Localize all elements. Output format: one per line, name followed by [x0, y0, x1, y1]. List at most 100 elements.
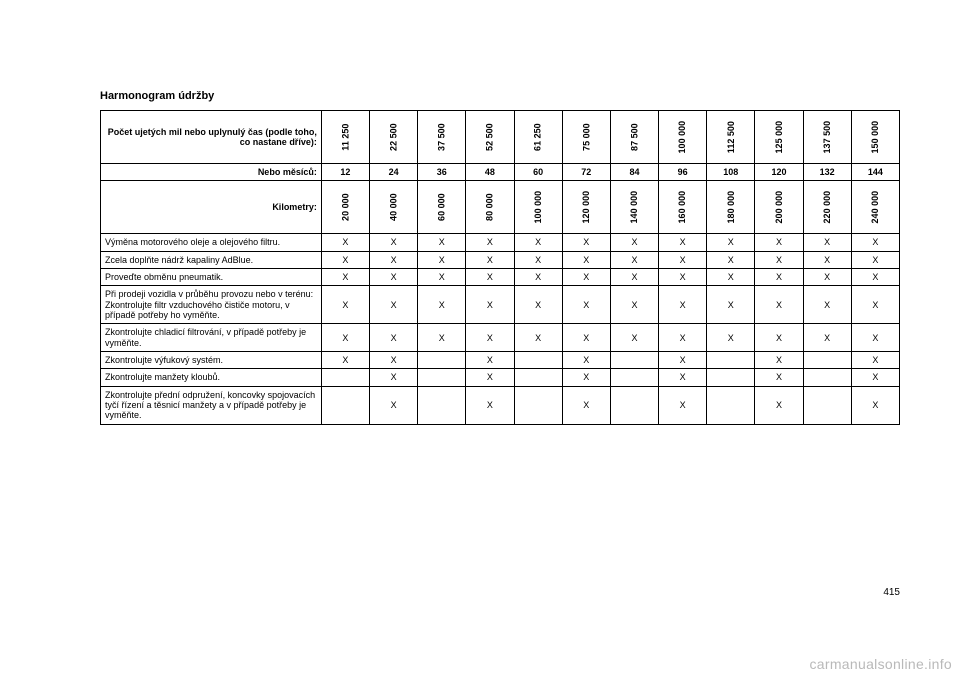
maint-mark: X — [707, 286, 755, 324]
months-val: 144 — [851, 164, 899, 181]
km-val: 100 000 — [514, 181, 562, 234]
maint-mark: X — [851, 251, 899, 268]
miles-val: 150 000 — [851, 111, 899, 164]
maint-mark: X — [851, 234, 899, 251]
maint-mark: X — [610, 324, 658, 352]
maint-mark: X — [418, 234, 466, 251]
miles-val: 52 500 — [466, 111, 514, 164]
maint-label: Zkontrolujte přední odpružení, koncovky … — [101, 386, 322, 424]
km-val: 20 000 — [321, 181, 369, 234]
maint-mark — [418, 352, 466, 369]
months-val: 108 — [707, 164, 755, 181]
maint-mark: X — [370, 386, 418, 424]
maint-mark: X — [466, 352, 514, 369]
maint-mark: X — [370, 369, 418, 386]
table-row: Zkontrolujte přední odpružení, koncovky … — [101, 386, 900, 424]
maint-mark: X — [370, 352, 418, 369]
maint-mark: X — [466, 269, 514, 286]
maint-mark: X — [321, 324, 369, 352]
maint-mark: X — [659, 251, 707, 268]
maint-mark — [418, 386, 466, 424]
months-val: 60 — [514, 164, 562, 181]
maint-label: Výměna motorového oleje a olejového filt… — [101, 234, 322, 251]
maint-mark: X — [562, 251, 610, 268]
maint-mark: X — [370, 286, 418, 324]
maint-mark: X — [321, 286, 369, 324]
miles-val: 100 000 — [659, 111, 707, 164]
maint-mark: X — [610, 234, 658, 251]
table-row: Zkontrolujte chladicí filtrování, v příp… — [101, 324, 900, 352]
maint-label: Při prodeji vozidla v průběhu provozu ne… — [101, 286, 322, 324]
table-row: Proveďte obměnu pneumatik.XXXXXXXXXXXX — [101, 269, 900, 286]
maint-mark: X — [466, 324, 514, 352]
maint-mark — [707, 369, 755, 386]
maint-mark: X — [755, 352, 803, 369]
km-val: 240 000 — [851, 181, 899, 234]
maint-mark: X — [562, 324, 610, 352]
maint-mark: X — [851, 352, 899, 369]
km-val: 40 000 — [370, 181, 418, 234]
maint-mark: X — [659, 269, 707, 286]
maint-mark — [514, 386, 562, 424]
maint-mark: X — [803, 269, 851, 286]
maint-mark: X — [514, 269, 562, 286]
maint-mark: X — [466, 386, 514, 424]
maint-mark: X — [659, 234, 707, 251]
months-val: 120 — [755, 164, 803, 181]
maint-mark: X — [755, 324, 803, 352]
maint-mark: X — [321, 269, 369, 286]
maint-mark: X — [755, 234, 803, 251]
maint-mark: X — [755, 251, 803, 268]
maint-mark: X — [707, 269, 755, 286]
maint-mark: X — [370, 324, 418, 352]
maint-mark: X — [321, 251, 369, 268]
months-val: 72 — [562, 164, 610, 181]
maint-mark: X — [562, 352, 610, 369]
maint-mark: X — [610, 251, 658, 268]
maint-mark — [803, 352, 851, 369]
maint-mark: X — [707, 251, 755, 268]
maint-mark — [321, 386, 369, 424]
months-val: 96 — [659, 164, 707, 181]
table-row: Při prodeji vozidla v průběhu provozu ne… — [101, 286, 900, 324]
maint-mark: X — [466, 369, 514, 386]
maint-mark: X — [514, 286, 562, 324]
km-val: 60 000 — [418, 181, 466, 234]
maint-mark: X — [803, 286, 851, 324]
maint-mark: X — [755, 286, 803, 324]
maint-mark: X — [562, 269, 610, 286]
maint-mark: X — [755, 369, 803, 386]
months-val: 132 — [803, 164, 851, 181]
km-val: 140 000 — [610, 181, 658, 234]
maint-mark: X — [610, 286, 658, 324]
maint-mark: X — [755, 269, 803, 286]
miles-val: 37 500 — [418, 111, 466, 164]
table-row: Výměna motorového oleje a olejového filt… — [101, 234, 900, 251]
maint-mark: X — [514, 324, 562, 352]
km-val: 220 000 — [803, 181, 851, 234]
km-val: 180 000 — [707, 181, 755, 234]
maint-mark: X — [514, 234, 562, 251]
months-val: 36 — [418, 164, 466, 181]
km-val: 160 000 — [659, 181, 707, 234]
maint-mark: X — [851, 324, 899, 352]
miles-val: 61 250 — [514, 111, 562, 164]
months-val: 48 — [466, 164, 514, 181]
maint-mark: X — [659, 386, 707, 424]
table-row: Zkontrolujte výfukový systém.XXXXXXX — [101, 352, 900, 369]
months-val: 84 — [610, 164, 658, 181]
maint-mark: X — [418, 286, 466, 324]
maint-mark — [610, 369, 658, 386]
maint-mark: X — [466, 234, 514, 251]
watermark: carmanualsonline.info — [810, 656, 953, 672]
maint-mark — [610, 386, 658, 424]
miles-val: 112 500 — [707, 111, 755, 164]
table-row: Zcela doplňte nádrž kapaliny AdBlue.XXXX… — [101, 251, 900, 268]
miles-val: 22 500 — [370, 111, 418, 164]
maint-mark: X — [466, 251, 514, 268]
maintenance-schedule-table: Počet ujetých mil nebo uplynulý čas (pod… — [100, 110, 900, 425]
maint-mark: X — [321, 352, 369, 369]
maint-mark: X — [562, 286, 610, 324]
row-miles-label: Počet ujetých mil nebo uplynulý čas (pod… — [101, 111, 322, 164]
maint-mark — [418, 369, 466, 386]
